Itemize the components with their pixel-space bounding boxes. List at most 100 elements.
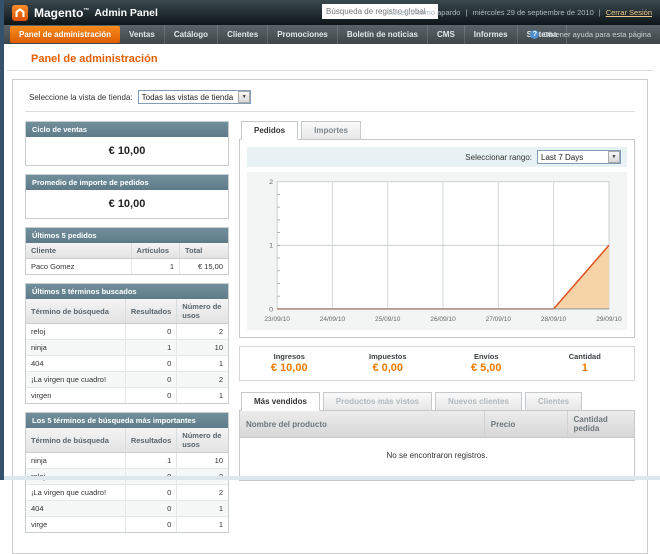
average-orders-value: € 10,00 bbox=[108, 198, 146, 210]
global-search-input[interactable] bbox=[322, 4, 438, 19]
table-row[interactable]: ¡La virgen que cuadro! 0 2 bbox=[26, 371, 228, 388]
column-header: Término de búsqueda bbox=[26, 428, 126, 453]
tab-pedidos[interactable]: Pedidos bbox=[241, 121, 299, 140]
dashboard-sidebar: Ciclo de ventas € 10,00 Promedio de impo… bbox=[25, 121, 229, 541]
svg-text:27/09/10: 27/09/10 bbox=[486, 316, 512, 323]
store-view-select[interactable]: Todas las vistas de tienda ▼ bbox=[137, 90, 252, 104]
total-envios: Envíos € 5,00 bbox=[470, 352, 502, 374]
top-search-terms-table: Término de búsqueda Resultados Número de… bbox=[26, 428, 228, 532]
cell-total: € 15,00 bbox=[179, 258, 228, 274]
chart-area: 0 1 2 23/09/10 24/09/10 25/09/10 26/09/10 27/09… bbox=[247, 172, 627, 330]
column-header: Resultados bbox=[125, 299, 178, 324]
table-row[interactable]: virge 0 1 bbox=[26, 516, 228, 532]
svg-text:25/09/10: 25/09/10 bbox=[375, 316, 401, 323]
panel-title: Últimos 5 términos buscados bbox=[26, 284, 228, 299]
nav-item-ventas[interactable]: Ventas bbox=[120, 25, 165, 44]
range-select[interactable]: Last 7 Days ▼ bbox=[537, 150, 621, 164]
lifetime-sales-panel: Ciclo de ventas € 10,00 bbox=[25, 121, 229, 166]
svg-text:2: 2 bbox=[269, 179, 273, 186]
column-header: Total bbox=[179, 243, 228, 259]
cell-items: 1 bbox=[131, 258, 181, 274]
nav-item-informes[interactable]: Informes bbox=[465, 25, 518, 44]
column-header: Término de búsqueda bbox=[26, 299, 126, 324]
cell-customer: Paco Gomez bbox=[26, 258, 132, 274]
logout-link[interactable]: Cerrar Sesión bbox=[605, 8, 652, 17]
nav-item-sistema[interactable]: Sistema bbox=[518, 25, 568, 44]
column-header: Precio bbox=[484, 411, 568, 438]
nav-item-clientes[interactable]: Clientes bbox=[218, 25, 269, 44]
brand-subtitle: Admin Panel bbox=[94, 6, 158, 19]
chevron-down-icon: ▼ bbox=[238, 91, 251, 103]
svg-text:1: 1 bbox=[269, 243, 273, 250]
svg-text:29/09/10: 29/09/10 bbox=[596, 316, 622, 323]
window-bottom-edge bbox=[0, 476, 660, 480]
tab-clientes: Clientes bbox=[524, 392, 583, 411]
last-search-terms-table: Término de búsqueda Resultados Número de… bbox=[26, 299, 228, 403]
help-icon: ? bbox=[530, 30, 540, 39]
panel-title: Los 5 términos de búsqueda más important… bbox=[26, 413, 228, 428]
total-ingresos: Ingresos € 10,00 bbox=[270, 352, 308, 374]
store-view-row: Seleccione la vista de tienda: Todas las… bbox=[25, 87, 635, 112]
nav-item-cms[interactable]: CMS bbox=[428, 25, 465, 44]
table-row[interactable]: ninja 1 10 bbox=[26, 339, 228, 356]
range-label: Seleccionar rango: bbox=[465, 152, 532, 162]
table-row[interactable]: 404 0 1 bbox=[26, 355, 228, 372]
last-orders-table: Cliente Artículos Total Paco Gomez 1 € 1… bbox=[26, 243, 228, 274]
nav-item-dashboard[interactable]: Panel de administración bbox=[10, 26, 121, 43]
svg-text:23/09/10: 23/09/10 bbox=[264, 316, 290, 323]
panel-title: Promedio de importe de pedidos bbox=[26, 175, 228, 190]
nav-item-boletin[interactable]: Boletín de noticias bbox=[338, 25, 428, 44]
empty-records-message: No se encontraron registros. bbox=[386, 451, 488, 460]
tab-productos-mas-vistos: Productos más vistos bbox=[322, 392, 433, 411]
svg-text:28/09/10: 28/09/10 bbox=[541, 316, 567, 323]
svg-text:26/09/10: 26/09/10 bbox=[430, 316, 456, 323]
range-selected: Last 7 Days bbox=[541, 152, 584, 162]
window-left-edge bbox=[0, 0, 4, 480]
table-row[interactable]: reloj 0 2 bbox=[26, 323, 228, 340]
store-view-selected: Todas las vistas de tienda bbox=[141, 92, 234, 102]
help-label: Obtener ayuda para esta página bbox=[543, 30, 651, 39]
panel-title: Ciclo de ventas bbox=[26, 122, 228, 137]
column-header: Resultados bbox=[125, 428, 178, 453]
tab-nuevos-clientes: Nuevos clientes bbox=[435, 392, 522, 411]
header: Magento™ Admin Panel Accedió como apardo… bbox=[4, 0, 660, 25]
tab-mas-vendidos[interactable]: Más vendidos bbox=[241, 392, 320, 411]
grid-tabs: Más vendidos Productos más vistos Nuevos… bbox=[239, 392, 635, 411]
products-grid: Nombre del producto Precio Cantidad pedi… bbox=[240, 411, 634, 480]
dashboard-main: Pedidos Importes Seleccionar rango: Last… bbox=[239, 121, 635, 481]
chevron-down-icon: ▼ bbox=[608, 151, 620, 163]
separator: | bbox=[598, 8, 601, 17]
chart-tabs: Pedidos Importes bbox=[239, 121, 635, 140]
table-row[interactable]: Paco Gomez 1 € 15,00 bbox=[26, 258, 228, 274]
table-row[interactable]: 404 0 1 bbox=[26, 500, 228, 517]
top-search-terms-panel: Los 5 términos de búsqueda más important… bbox=[25, 412, 229, 533]
column-header: Artículos bbox=[131, 243, 181, 259]
chart-panel: Seleccionar rango: Last 7 Days ▼ 0 1 2 23/0… bbox=[239, 139, 635, 338]
table-row[interactable]: ninja 1 10 bbox=[26, 452, 228, 469]
nav-item-catalogo[interactable]: Catálogo bbox=[165, 25, 219, 44]
products-grid-panel: Nombre del producto Precio Cantidad pedi… bbox=[239, 410, 635, 481]
magento-logo-icon bbox=[12, 4, 28, 21]
column-header: Número de usos bbox=[176, 428, 228, 453]
column-header: Cliente bbox=[26, 243, 132, 259]
svg-text:0: 0 bbox=[269, 306, 273, 313]
nav-item-promociones[interactable]: Promociones bbox=[268, 25, 338, 44]
brand-title: Magento™ bbox=[34, 5, 90, 20]
total-impuestos: Impuestos € 0,00 bbox=[368, 352, 407, 374]
dashboard-container: Seleccione la vista de tienda: Todas las… bbox=[12, 79, 648, 554]
orders-chart: 0 1 2 23/09/10 24/09/10 25/09/10 26/09/10 27/09… bbox=[264, 179, 622, 323]
help-link[interactable]: ? Obtener ayuda para esta página bbox=[530, 25, 651, 44]
main-nav: Panel de administración Ventas Catálogo … bbox=[4, 25, 660, 44]
separator: | bbox=[465, 8, 468, 17]
lifetime-sales-value: € 10,00 bbox=[108, 145, 146, 157]
totals-bar: Ingresos € 10,00 Impuestos € 0,00 Envíos… bbox=[239, 346, 635, 381]
table-row[interactable]: virgen 0 1 bbox=[26, 387, 228, 403]
total-cantidad: Cantidad 1 bbox=[568, 352, 601, 374]
svg-text:24/09/10: 24/09/10 bbox=[320, 316, 346, 323]
account-bar: Accedió como apardo | miércoles 29 de se… bbox=[388, 0, 652, 25]
table-row[interactable]: ¡La virgen que cuadro! 0 2 bbox=[26, 484, 228, 501]
tab-importes[interactable]: Importes bbox=[301, 121, 361, 140]
title-divider bbox=[7, 70, 653, 71]
column-header: Número de usos bbox=[176, 299, 228, 324]
range-bar: Seleccionar rango: Last 7 Days ▼ bbox=[247, 147, 627, 167]
